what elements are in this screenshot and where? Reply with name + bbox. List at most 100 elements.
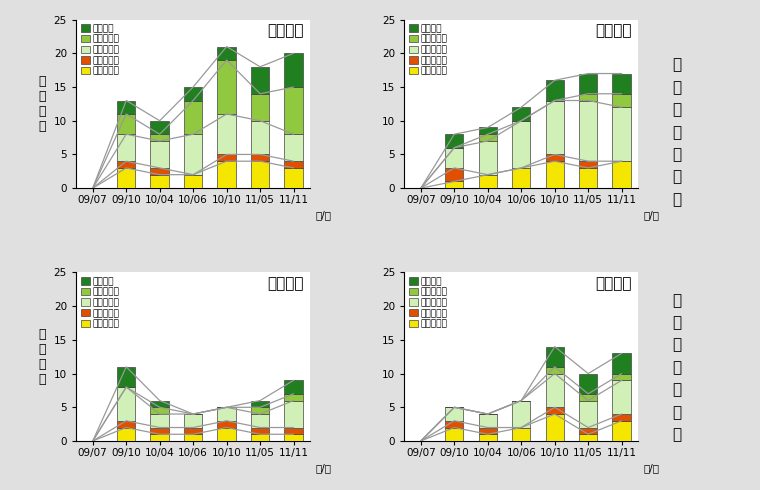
- Bar: [184, 134, 202, 174]
- Bar: [217, 47, 236, 60]
- Bar: [117, 114, 135, 134]
- Bar: [117, 134, 135, 161]
- Text: し: し: [672, 427, 681, 442]
- Bar: [479, 414, 497, 427]
- Bar: [579, 74, 597, 94]
- Bar: [117, 387, 135, 421]
- Bar: [184, 174, 202, 188]
- Legend: 在来木本, 在来多年草, 在来一年草, 外来多年草, 外来一年草: 在来木本, 在来多年草, 在来一年草, 外来多年草, 外来一年草: [407, 23, 449, 77]
- Bar: [445, 181, 464, 188]
- Text: パ: パ: [672, 360, 681, 375]
- Bar: [251, 427, 269, 434]
- Bar: [579, 100, 597, 161]
- Bar: [117, 367, 135, 387]
- Bar: [150, 434, 169, 441]
- Bar: [579, 427, 597, 434]
- Bar: [445, 134, 464, 147]
- Bar: [546, 161, 564, 188]
- Text: ス: ス: [672, 58, 681, 73]
- Text: 試験区２: 試験区２: [595, 23, 632, 38]
- Bar: [445, 147, 464, 168]
- Legend: 在来木本, 在来多年草, 在来一年草, 外来多年草, 外来一年草: 在来木本, 在来多年草, 在来一年草, 外来多年草, 外来一年草: [407, 275, 449, 330]
- Bar: [284, 161, 302, 168]
- Bar: [445, 407, 464, 421]
- Bar: [284, 168, 302, 188]
- Bar: [512, 121, 530, 168]
- Bar: [284, 380, 302, 394]
- Bar: [512, 400, 530, 427]
- Bar: [251, 67, 269, 94]
- Bar: [546, 373, 564, 407]
- Bar: [284, 400, 302, 427]
- Bar: [479, 174, 497, 188]
- Text: 年/月: 年/月: [315, 463, 331, 473]
- Text: ッ: ッ: [672, 338, 681, 353]
- Bar: [613, 421, 631, 441]
- Bar: [613, 107, 631, 161]
- Bar: [613, 380, 631, 414]
- Bar: [150, 168, 169, 174]
- Legend: 在来木本, 在来多年草, 在来一年草, 外来多年草, 外来一年草: 在来木本, 在来多年草, 在来一年草, 外来多年草, 外来一年草: [79, 275, 122, 330]
- Bar: [479, 127, 497, 134]
- Text: な: な: [672, 405, 681, 420]
- Bar: [613, 373, 631, 380]
- Bar: [184, 414, 202, 427]
- Text: 年/月: 年/月: [315, 210, 331, 220]
- Bar: [546, 80, 564, 100]
- Bar: [546, 154, 564, 161]
- Bar: [613, 74, 631, 94]
- Bar: [579, 394, 597, 400]
- Bar: [546, 407, 564, 414]
- Bar: [284, 427, 302, 434]
- Bar: [117, 161, 135, 168]
- Bar: [479, 434, 497, 441]
- Bar: [613, 353, 631, 373]
- Bar: [479, 427, 497, 434]
- Bar: [251, 434, 269, 441]
- Y-axis label: 出
現
種
数: 出 現 種 数: [39, 75, 46, 133]
- Bar: [613, 94, 631, 107]
- Bar: [613, 161, 631, 188]
- Bar: [117, 100, 135, 114]
- Bar: [512, 168, 530, 188]
- Bar: [579, 94, 597, 100]
- Bar: [284, 53, 302, 87]
- Bar: [546, 367, 564, 373]
- Bar: [284, 87, 302, 134]
- Bar: [479, 134, 497, 141]
- Bar: [217, 114, 236, 154]
- Bar: [512, 107, 530, 121]
- Bar: [217, 421, 236, 427]
- Bar: [150, 427, 169, 434]
- Bar: [579, 373, 597, 394]
- Bar: [251, 154, 269, 161]
- Y-axis label: 出
現
種
数: 出 現 種 数: [39, 328, 46, 386]
- Bar: [251, 94, 269, 121]
- Bar: [546, 414, 564, 441]
- Legend: 在来木本, 在来多年草, 在来一年草, 外来多年草, 外来一年草: 在来木本, 在来多年草, 在来一年草, 外来多年草, 外来一年草: [79, 23, 122, 77]
- Text: 年/月: 年/月: [643, 463, 659, 473]
- Bar: [150, 400, 169, 407]
- Bar: [217, 60, 236, 114]
- Bar: [150, 414, 169, 427]
- Bar: [117, 427, 135, 441]
- Bar: [184, 427, 202, 434]
- Text: ー: ー: [672, 147, 681, 162]
- Bar: [184, 87, 202, 100]
- Bar: [284, 434, 302, 441]
- Text: ト: ト: [672, 315, 681, 330]
- Bar: [117, 421, 135, 427]
- Bar: [284, 394, 302, 400]
- Bar: [117, 168, 135, 188]
- Bar: [184, 434, 202, 441]
- Bar: [512, 427, 530, 441]
- Bar: [284, 134, 302, 161]
- Text: ス: ス: [672, 293, 681, 308]
- Bar: [184, 100, 202, 134]
- Bar: [251, 121, 269, 154]
- Bar: [479, 141, 497, 174]
- Text: ト: ト: [672, 80, 681, 95]
- Bar: [217, 407, 236, 421]
- Text: り: り: [672, 192, 681, 207]
- Text: 試験区１: 試験区１: [267, 23, 303, 38]
